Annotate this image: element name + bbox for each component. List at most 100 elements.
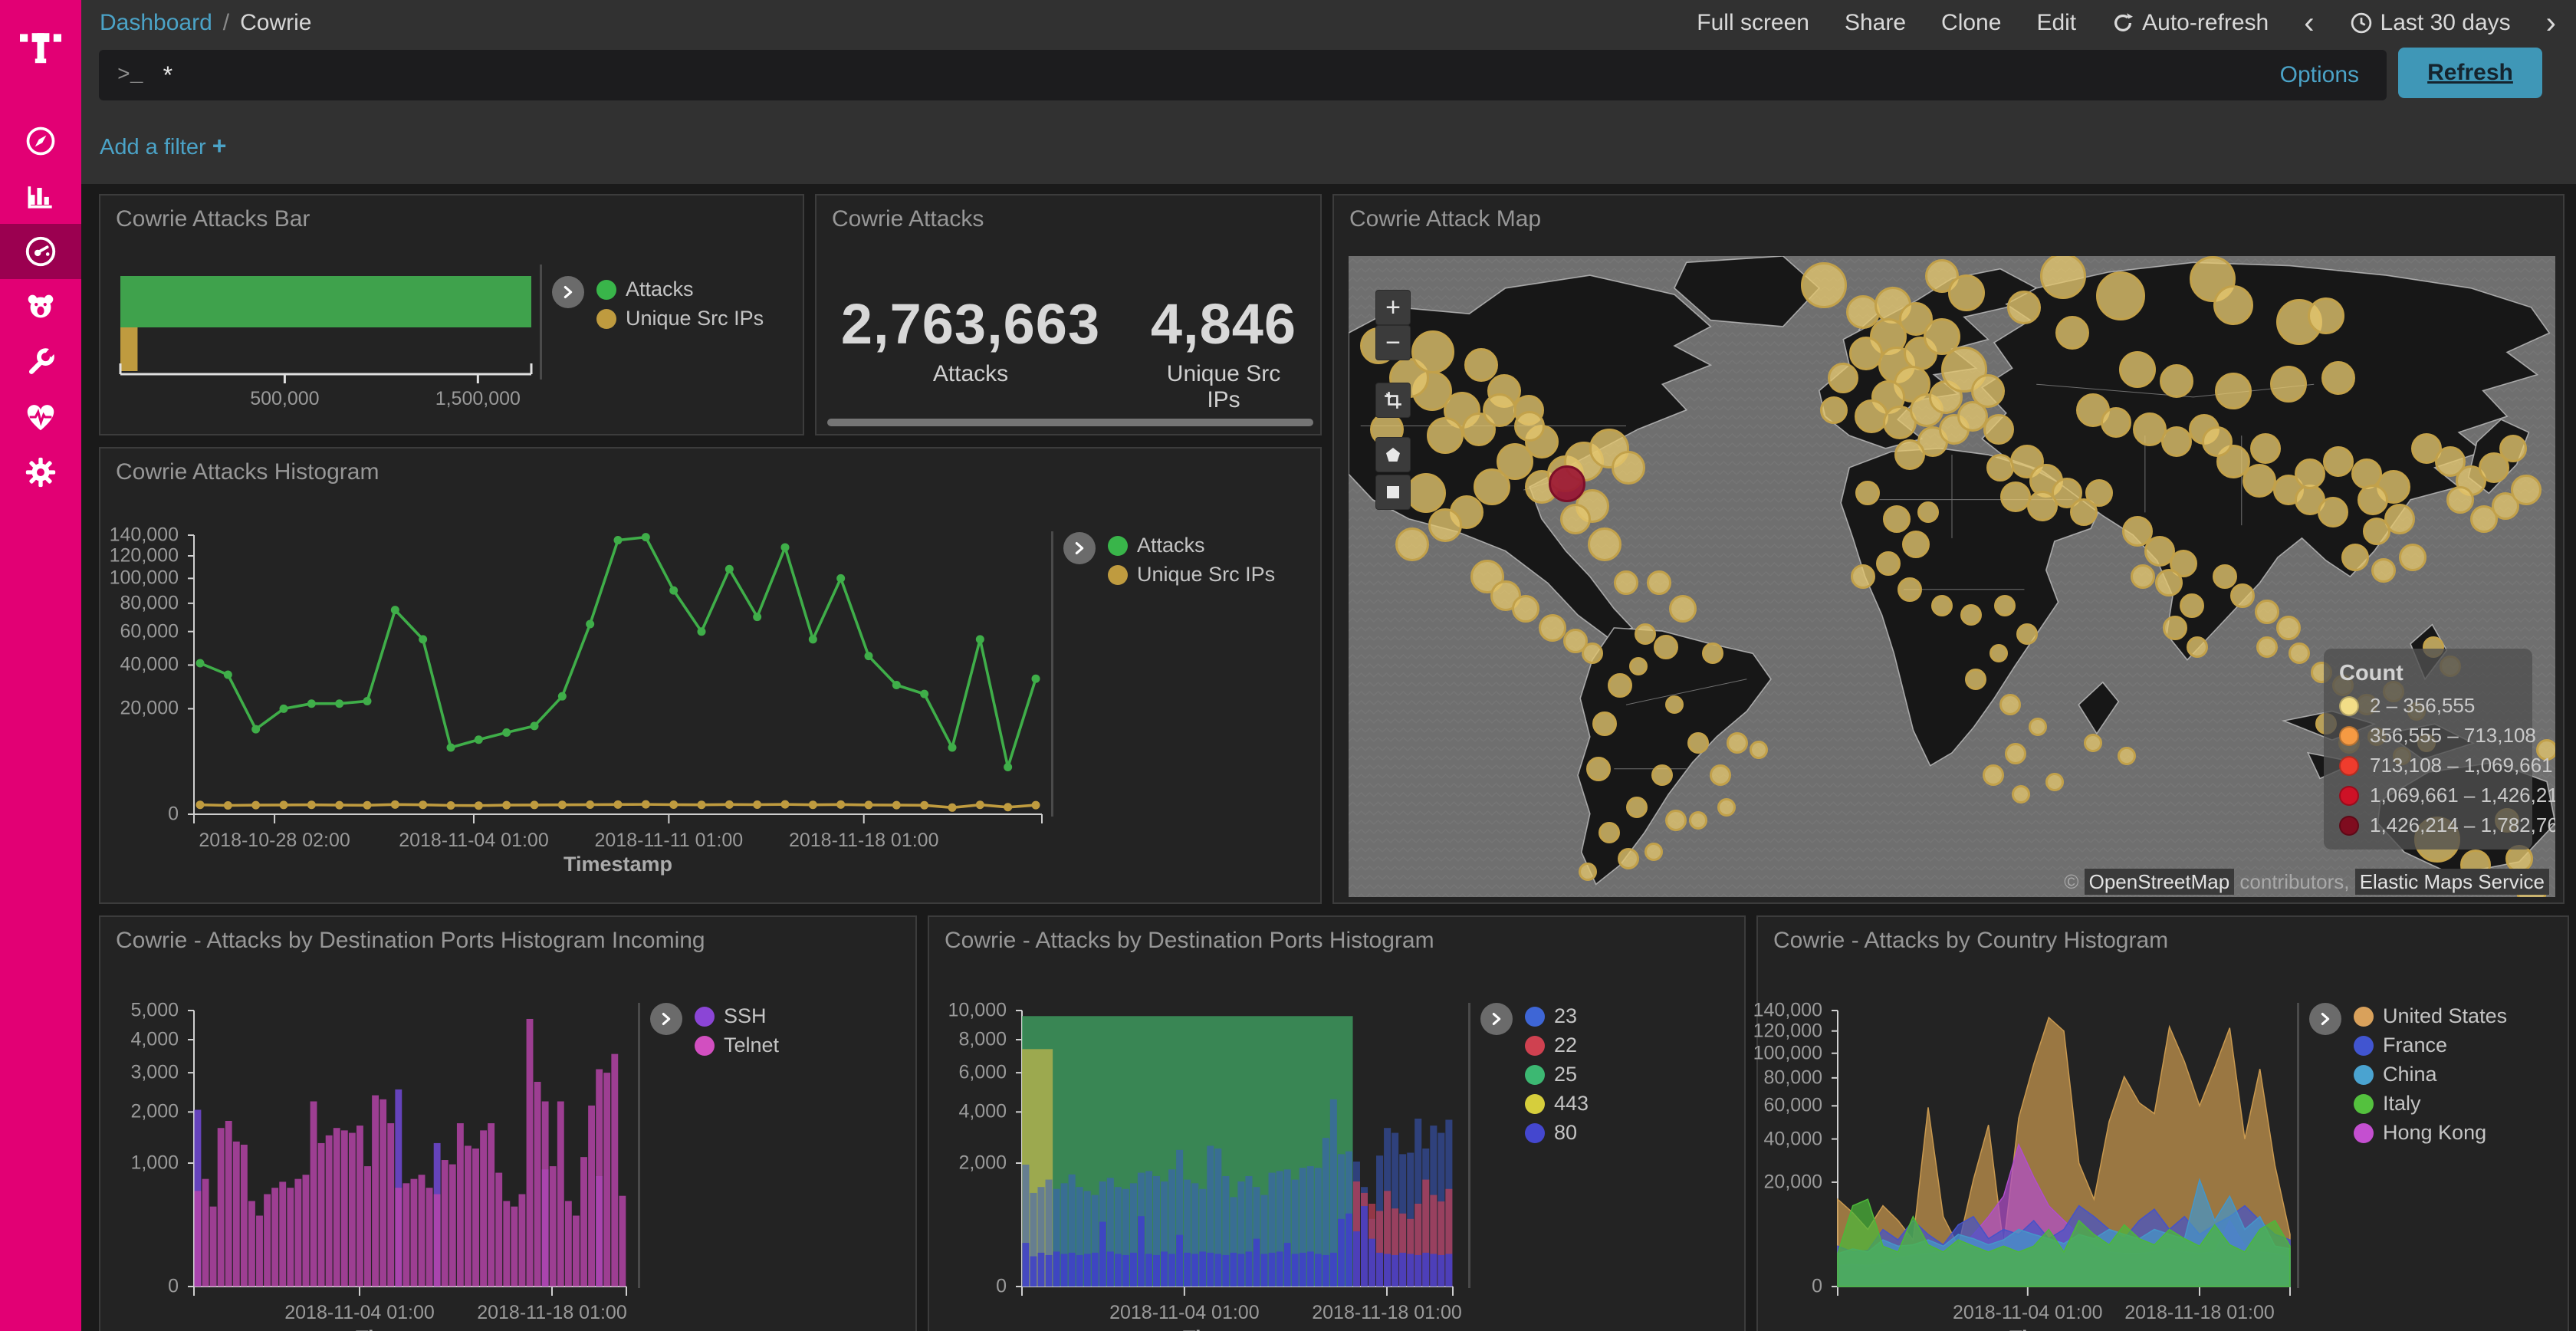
bar-port-22[interactable] <box>1399 1213 1407 1287</box>
bar-Telnet[interactable] <box>426 1188 433 1287</box>
sidebar-item-monitoring[interactable] <box>0 389 81 445</box>
data-point[interactable] <box>502 800 511 810</box>
bar-port-22[interactable] <box>1445 1188 1453 1287</box>
bar-port-22[interactable] <box>1438 1201 1445 1287</box>
data-point[interactable] <box>836 573 846 583</box>
bar-Telnet[interactable] <box>410 1178 418 1287</box>
data-point[interactable] <box>251 725 261 734</box>
bar-port-80[interactable] <box>1276 1251 1283 1287</box>
bar-port-23[interactable] <box>1106 1178 1114 1287</box>
data-point[interactable] <box>196 800 205 810</box>
data-point[interactable] <box>251 800 261 810</box>
bar-port-80[interactable] <box>1414 1254 1422 1287</box>
add-filter-button[interactable]: Add a filter + <box>100 131 227 159</box>
bar-port-23[interactable] <box>1260 1195 1268 1287</box>
bar-Telnet[interactable] <box>611 1053 619 1287</box>
bar-port-80[interactable] <box>1091 1252 1099 1287</box>
auto-refresh-button[interactable]: Auto-refresh <box>2111 10 2269 36</box>
bar-port-80[interactable] <box>1260 1254 1268 1287</box>
data-point[interactable] <box>1031 674 1040 683</box>
bar-Telnet[interactable] <box>225 1121 232 1287</box>
data-point[interactable] <box>557 692 567 701</box>
data-point[interactable] <box>196 659 205 668</box>
bar-port-23[interactable] <box>1214 1149 1222 1287</box>
bar-port-80[interactable] <box>1438 1254 1445 1287</box>
draw-rectangle-button[interactable] <box>1375 475 1411 510</box>
horizontal-scrollbar[interactable] <box>827 419 1313 426</box>
bar-port-23[interactable] <box>1161 1181 1168 1287</box>
bar-Telnet[interactable] <box>387 1123 395 1287</box>
bar-Telnet[interactable] <box>356 1126 363 1287</box>
data-point[interactable] <box>390 606 399 615</box>
sidebar-item-bear-plugin[interactable] <box>0 279 81 334</box>
bar-port-23[interactable] <box>1153 1176 1161 1287</box>
data-point[interactable] <box>502 728 511 737</box>
bar-Telnet[interactable] <box>240 1145 248 1287</box>
data-point[interactable] <box>279 704 288 713</box>
bar-port-23[interactable] <box>1230 1197 1237 1287</box>
data-point[interactable] <box>836 800 846 809</box>
bar-port-80[interactable] <box>1129 1252 1137 1287</box>
data-point[interactable] <box>586 619 595 629</box>
bar-port-80[interactable] <box>1022 1243 1030 1287</box>
data-point[interactable] <box>223 800 232 810</box>
data-point[interactable] <box>530 721 539 731</box>
bar-port-80[interactable] <box>1291 1254 1299 1287</box>
bar-Telnet[interactable] <box>271 1188 279 1287</box>
bar-port-23[interactable] <box>1122 1188 1129 1287</box>
sidebar-item-discover[interactable] <box>0 113 81 169</box>
bar-port-23[interactable] <box>1030 1192 1037 1287</box>
bar-Telnet[interactable] <box>202 1178 209 1287</box>
bar-port-23[interactable] <box>1037 1187 1045 1287</box>
bar-port-23[interactable] <box>1022 1165 1030 1287</box>
bar-Telnet[interactable] <box>348 1132 356 1287</box>
data-point[interactable] <box>808 800 817 810</box>
world-map[interactable]: + − <box>1349 256 2555 897</box>
data-point[interactable] <box>446 800 455 810</box>
bar-Telnet[interactable] <box>557 1101 564 1287</box>
data-point[interactable] <box>669 800 678 810</box>
legend-item[interactable]: Attacks <box>596 278 694 301</box>
bar-port-23[interactable] <box>1253 1187 1260 1287</box>
bar-port-23[interactable] <box>1083 1191 1091 1287</box>
bar-Telnet[interactable] <box>294 1178 302 1287</box>
elastic-maps-service-link[interactable]: Elastic Maps Service <box>2354 869 2549 895</box>
edit-button[interactable]: Edit <box>2036 10 2077 35</box>
bar-Telnet[interactable] <box>511 1206 518 1287</box>
bar-Telnet[interactable] <box>534 1082 541 1287</box>
bar-port-80[interactable] <box>1337 1218 1345 1287</box>
bar-attacks[interactable] <box>120 276 531 327</box>
area-series-Italy[interactable] <box>1837 1198 2291 1287</box>
bar-port-23[interactable] <box>1091 1195 1099 1287</box>
bar-Telnet[interactable] <box>564 1201 572 1287</box>
data-point[interactable] <box>335 699 344 708</box>
bar-port-80[interactable] <box>1106 1251 1114 1287</box>
data-point[interactable] <box>724 564 734 573</box>
bar-port-80[interactable] <box>1037 1252 1045 1287</box>
bar-Telnet[interactable] <box>232 1141 240 1287</box>
data-point[interactable] <box>530 800 539 810</box>
bar-port-23[interactable] <box>1291 1179 1299 1287</box>
bar-Telnet[interactable] <box>480 1130 488 1287</box>
legend-item[interactable]: 22 <box>1525 1034 1577 1057</box>
bar-Telnet[interactable] <box>573 1215 580 1287</box>
legend-item[interactable]: Unique Src IPs <box>1108 563 1275 587</box>
data-point[interactable] <box>892 681 901 690</box>
bar-port-23[interactable] <box>1176 1149 1184 1287</box>
bar-port-23[interactable] <box>1199 1188 1207 1287</box>
bar-port-80[interactable] <box>1392 1254 1399 1287</box>
data-point[interactable] <box>864 652 873 661</box>
bar-Telnet[interactable] <box>503 1201 511 1287</box>
legend-item[interactable]: Italy <box>2354 1092 2421 1116</box>
bar-port-80[interactable] <box>1345 1213 1352 1287</box>
bar-port-22[interactable] <box>1384 1191 1392 1287</box>
zoom-in-button[interactable]: + <box>1375 290 1411 325</box>
bar-port-23[interactable] <box>1114 1187 1122 1287</box>
data-point[interactable] <box>363 800 372 810</box>
bar-port-80[interactable] <box>1191 1254 1199 1287</box>
bar-port-80[interactable] <box>1030 1256 1037 1287</box>
bar-port-22[interactable] <box>1422 1179 1430 1287</box>
bar-Telnet[interactable] <box>340 1130 348 1287</box>
data-point[interactable] <box>307 699 316 708</box>
bar-Telnet[interactable] <box>549 1166 557 1287</box>
